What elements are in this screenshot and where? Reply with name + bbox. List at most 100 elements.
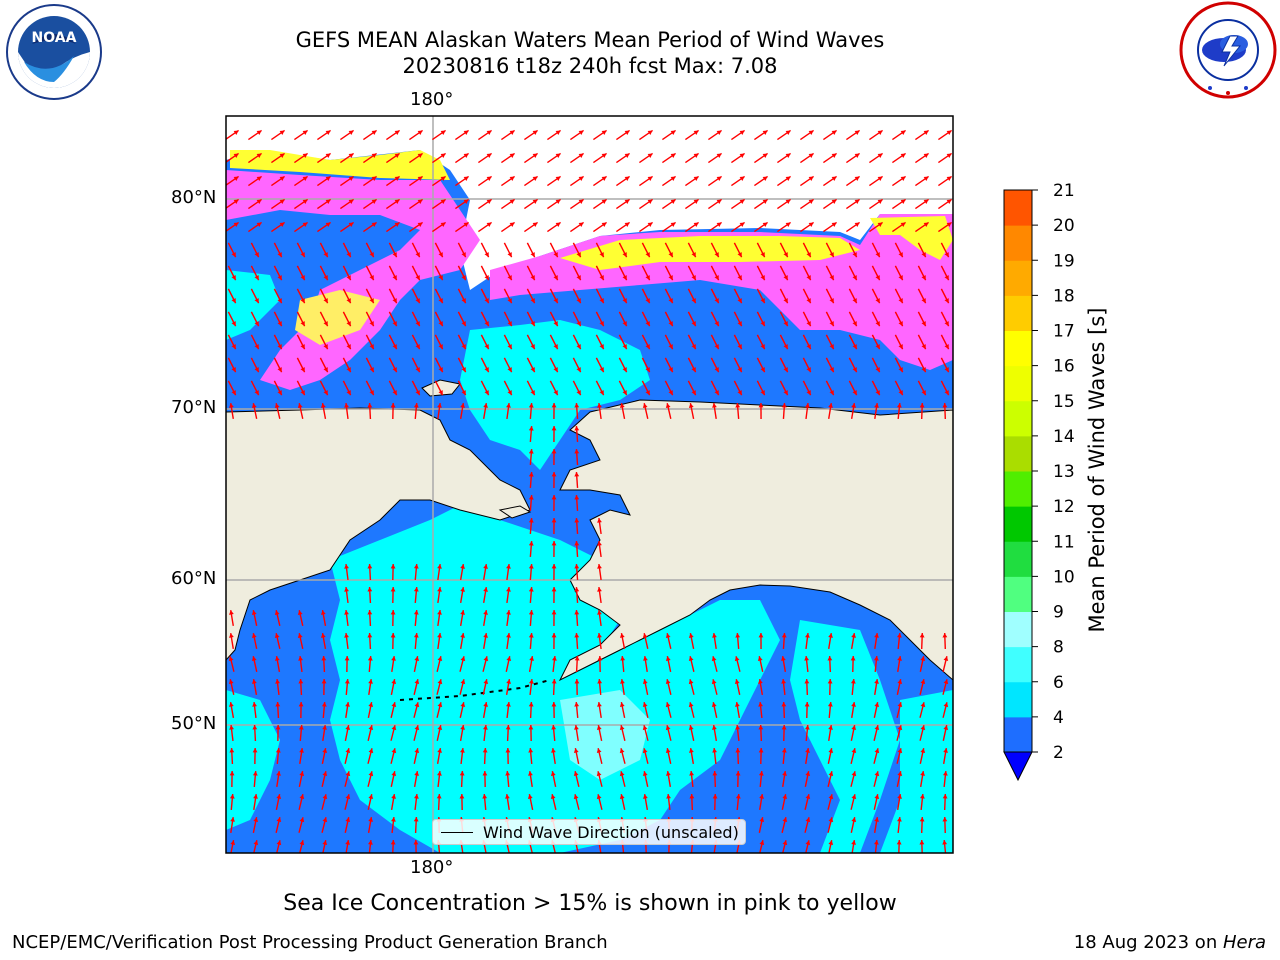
wind-wave-arrow-head — [368, 794, 374, 799]
wind-wave-arrow-head — [528, 587, 534, 592]
wind-wave-arrow-head — [693, 176, 699, 181]
wind-wave-arrow-head — [529, 679, 534, 684]
wind-wave-arrow-head — [320, 610, 326, 615]
wind-wave-arrow-head — [781, 725, 787, 730]
wind-wave-arrow-head — [483, 679, 489, 684]
wind-wave-arrow-head — [578, 222, 584, 227]
wind-wave-arrow-head — [275, 656, 280, 661]
wind-wave-arrow-head — [528, 495, 534, 500]
colorbar-tick-label: 15 — [1053, 392, 1075, 412]
wind-wave-arrow-head — [346, 275, 351, 281]
wind-wave-arrow-head — [322, 725, 327, 730]
wind-wave-arrow-head — [576, 344, 581, 350]
wind-wave-arrow-head — [854, 199, 860, 204]
wind-wave-arrow-head — [808, 199, 814, 204]
wind-wave-arrow-head — [642, 633, 648, 639]
wind-wave-arrow-head — [574, 725, 579, 730]
wind-wave-arrow-head — [619, 748, 625, 754]
wind-wave-arrow-head — [551, 633, 557, 638]
wind-wave-arrow-head — [322, 794, 328, 800]
wind-wave-arrow-head — [944, 298, 949, 304]
sea-ice-yellow-mid — [295, 290, 380, 345]
wind-wave-arrow-head — [647, 199, 653, 204]
wind-wave-arrow-head — [573, 794, 579, 800]
wind-wave-arrow-head — [852, 321, 857, 327]
wind-wave-arrow-head — [781, 702, 787, 707]
wind-wave-arrow-head — [739, 222, 745, 227]
wind-wave-arrow-head — [277, 321, 282, 327]
land-wrangel-island — [421, 379, 461, 397]
wind-wave-arrow-head — [551, 564, 557, 569]
wind-wave-arrow-head — [279, 222, 285, 227]
wind-wave-arrow-head — [417, 222, 423, 227]
wind-wave-arrow-head — [829, 298, 834, 304]
wind-wave-arrow-head — [852, 275, 857, 281]
wind-wave-arrow-head — [505, 748, 511, 753]
wind-wave-arrow-head — [900, 222, 906, 227]
wind-wave-arrow-head — [507, 252, 512, 258]
wind-wave-arrow-head — [297, 633, 303, 638]
wind-wave-arrow-head — [371, 222, 377, 227]
wind-wave-arrow-head — [551, 748, 556, 753]
wind-wave-arrow-head — [229, 633, 234, 638]
wind-wave-arrow-head — [528, 426, 534, 431]
wind-wave-arrow-head — [688, 679, 694, 685]
wind-wave-arrow-head — [437, 403, 442, 408]
wind-wave-arrow-head — [231, 321, 236, 327]
wind-wave-arrow-head — [390, 403, 396, 408]
wind-wave-arrow-head — [693, 199, 699, 204]
wind-wave-arrow-head — [555, 130, 561, 135]
wind-wave-arrow-head — [413, 840, 419, 845]
wind-wave-arrow-head — [946, 153, 952, 158]
wind-wave-arrow-head — [898, 298, 903, 304]
wind-wave-arrow-head — [325, 176, 331, 181]
wind-wave-arrow-head — [279, 153, 285, 158]
wind-wave-arrow-head — [670, 153, 676, 158]
wind-wave-arrow-head — [527, 794, 533, 799]
wind-wave-arrow-head — [460, 679, 466, 685]
wind-wave-arrow-head — [254, 275, 259, 281]
wind-wave-arrow-head — [783, 298, 788, 304]
wind-wave-arrow-head — [437, 725, 443, 730]
wind-wave-arrow-head — [551, 541, 557, 546]
wind-wave-arrow-head — [528, 449, 534, 454]
wind-wave-arrow-head — [783, 367, 788, 373]
wind-wave-arrow-head — [323, 367, 328, 373]
wind-wave-arrow-head — [578, 199, 584, 204]
wind-wave-arrow-head — [921, 390, 926, 396]
wind-wave-arrow-head — [505, 794, 510, 799]
wind-wave-arrow-head — [693, 153, 699, 158]
wind-wave-arrow-head — [711, 679, 717, 685]
wind-wave-arrow-head — [921, 298, 926, 304]
wind-wave-arrow-head — [668, 344, 673, 350]
wind-wave-arrow-head — [897, 817, 902, 822]
wind-wave-arrow-head — [624, 153, 630, 158]
wind-wave-arrow-head — [642, 403, 648, 409]
wind-wave-arrow-head — [923, 130, 929, 135]
wind-wave-arrow-head — [415, 390, 420, 396]
wind-wave-arrow-head — [532, 176, 538, 181]
wind-wave-arrow-head — [806, 298, 811, 304]
wind-wave-arrow-head — [874, 794, 880, 799]
wind-wave-arrow-head — [528, 702, 534, 707]
colorbar-cell — [1004, 646, 1032, 683]
wind-wave-arrow-head — [415, 344, 420, 350]
wind-wave-arrow-head — [574, 495, 580, 500]
wind-wave-arrow-head — [670, 176, 676, 181]
wind-wave-arrow-head — [509, 153, 515, 158]
wind-wave-arrow-head — [737, 344, 742, 350]
colorbar-tick-label: 9 — [1053, 603, 1064, 623]
footer-host: Hera — [1222, 932, 1266, 953]
wind-wave-arrow-head — [944, 344, 949, 350]
wind-wave-arrow-head — [943, 725, 949, 730]
wind-wave-arrow-head — [622, 390, 627, 396]
wind-wave-arrow-head — [735, 725, 740, 730]
wind-wave-arrow-head — [831, 130, 837, 135]
wind-wave-arrow-head — [320, 403, 326, 408]
footer-credit: NCEP/EMC/Verification Post Processing Pr… — [12, 932, 608, 953]
wind-wave-arrow-head — [851, 403, 856, 408]
wind-wave-arrow-head — [392, 275, 397, 281]
wind-wave-arrow-head — [897, 656, 902, 661]
wind-wave-arrow-head — [851, 702, 856, 707]
wind-wave-arrow-head — [323, 321, 328, 327]
